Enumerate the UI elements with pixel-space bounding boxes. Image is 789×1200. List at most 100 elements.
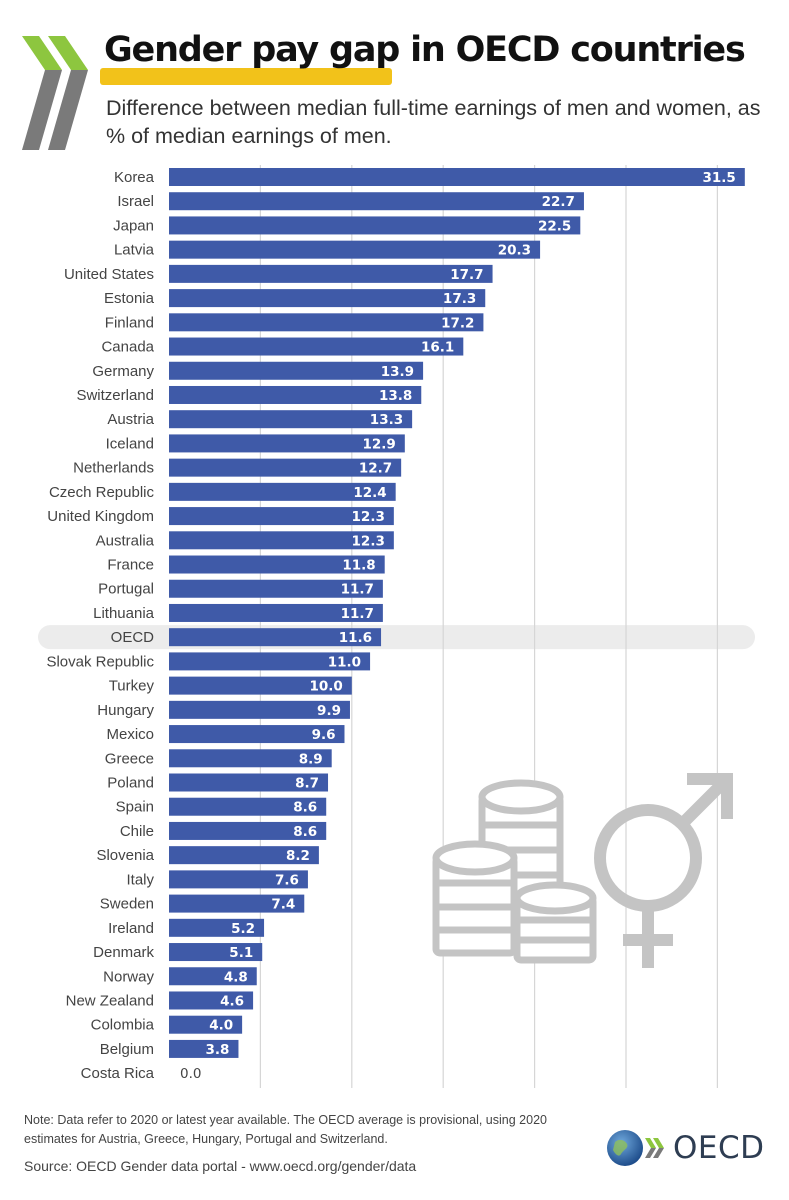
bar [169, 700, 350, 719]
bar [169, 361, 424, 380]
category-label: Switzerland [76, 387, 154, 404]
bar-value-label: 11.7 [341, 606, 374, 622]
bar-value-label: 12.4 [353, 485, 386, 501]
category-label: France [107, 557, 154, 574]
category-label: Hungary [97, 702, 154, 719]
bar [169, 1039, 239, 1058]
bar-value-label: 13.8 [379, 388, 412, 404]
category-label: Belgium [100, 1041, 154, 1058]
category-label: United Kingdom [47, 508, 154, 525]
bar-value-label: 17.2 [441, 315, 474, 331]
oecd-logo: OECD [605, 1128, 765, 1168]
bar-value-label: 9.6 [312, 727, 336, 743]
bar-value-label: 0.0 [180, 1066, 201, 1082]
bar-value-label: 4.6 [220, 993, 244, 1009]
bar [169, 458, 402, 477]
bar-value-label: 8.6 [293, 824, 317, 840]
category-label: Chile [120, 823, 154, 840]
category-label: Portugal [98, 581, 154, 598]
bar-value-label: 12.7 [359, 461, 392, 477]
globe-icon [607, 1130, 664, 1166]
bar-value-label: 11.8 [342, 558, 375, 574]
bar [169, 821, 327, 840]
bar [169, 967, 257, 986]
bar [169, 797, 327, 816]
category-label: Korea [114, 169, 155, 186]
bar [169, 482, 396, 501]
category-label: Estonia [104, 290, 155, 307]
category-label: Ireland [108, 920, 154, 937]
bar-value-label: 20.3 [498, 243, 531, 259]
oecd-logo-text: OECD [673, 1130, 765, 1166]
bar-value-label: 13.9 [381, 364, 414, 380]
bar [169, 337, 464, 356]
bar-value-label: 4.0 [209, 1018, 233, 1034]
category-label: Mexico [106, 726, 154, 743]
category-label: Germany [92, 363, 154, 380]
category-label: Netherlands [73, 460, 154, 477]
bar [169, 652, 371, 671]
bar-value-label: 5.2 [231, 921, 255, 937]
category-label: Turkey [109, 678, 155, 695]
bar-chart: Korea 31.5 Israel 22.7 Japan 22.5 Latvia 20.3 Un… [38, 165, 755, 1088]
category-label: Greece [105, 750, 154, 767]
bar-value-label: 5.1 [229, 945, 253, 961]
bar-value-label: 11.7 [341, 582, 374, 598]
bar-value-label: 8.7 [295, 776, 319, 792]
bar [169, 385, 422, 404]
bar [169, 240, 541, 259]
bar [169, 773, 329, 792]
bar-value-label: 12.3 [352, 533, 385, 549]
bar [169, 749, 332, 768]
bar-value-label: 8.9 [299, 751, 323, 767]
category-label: Japan [113, 217, 154, 234]
category-label: Denmark [93, 944, 154, 961]
bar [169, 846, 319, 865]
bar [169, 991, 254, 1010]
bar-value-label: 9.9 [317, 703, 341, 719]
bar-value-label: 11.6 [339, 630, 372, 646]
category-label: Israel [117, 193, 154, 210]
category-label: Slovak Republic [46, 653, 154, 670]
bar-value-label: 12.3 [352, 509, 385, 525]
bar-value-label: 17.7 [450, 267, 483, 283]
bar-value-label: 17.3 [443, 291, 476, 307]
category-label: Austria [107, 411, 154, 428]
gender-symbol-icon [594, 773, 733, 968]
bar [169, 192, 584, 211]
coins-gender-illustration [432, 773, 733, 968]
category-label: Norway [103, 968, 154, 985]
footnote: Note: Data refer to 2020 or latest year … [24, 1113, 547, 1146]
bar-value-label: 13.3 [370, 412, 403, 428]
bar [169, 894, 305, 913]
bar [169, 1015, 243, 1034]
bar-value-label: 8.6 [293, 800, 317, 816]
bar-value-label: 3.8 [206, 1042, 230, 1058]
category-label: Costa Rica [81, 1065, 155, 1082]
category-label: Czech Republic [49, 484, 155, 501]
bar [169, 555, 385, 574]
category-label: Australia [96, 532, 155, 549]
bar [169, 507, 394, 526]
bar [169, 168, 745, 186]
bar [169, 264, 493, 283]
bar [169, 918, 265, 937]
bar-value-label: 4.8 [224, 969, 248, 985]
title-highlight [100, 68, 392, 85]
bar-value-label: 22.5 [538, 218, 571, 234]
category-label: United States [64, 266, 154, 283]
bar [169, 870, 308, 889]
bar-value-label: 10.0 [309, 679, 342, 695]
category-label: Sweden [100, 896, 154, 913]
bar [169, 313, 484, 332]
category-label: Lithuania [93, 605, 155, 622]
bar [169, 603, 383, 622]
bar [169, 676, 352, 695]
bar-value-label: 11.0 [328, 654, 361, 670]
bar-value-label: 7.4 [271, 897, 295, 913]
bar-value-label: 31.5 [703, 170, 736, 186]
category-label: Canada [101, 339, 154, 356]
oecd-chevrons-icon [22, 36, 88, 150]
bar [169, 289, 486, 308]
bar-value-label: 7.6 [275, 872, 299, 888]
